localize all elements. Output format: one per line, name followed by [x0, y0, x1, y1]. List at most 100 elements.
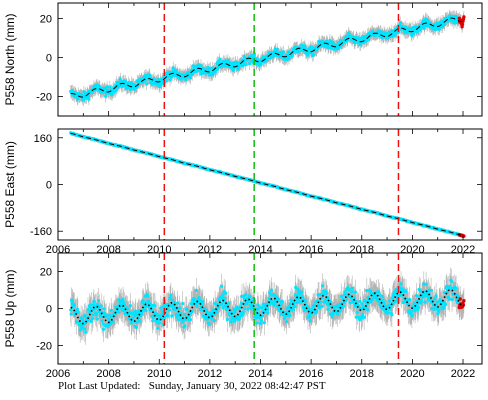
- observation-point: [179, 311, 183, 316]
- observation-point: [421, 295, 425, 299]
- y-axis-label-east: P558 East (mm): [3, 141, 17, 228]
- observation-point: [168, 78, 172, 82]
- observation-point: [205, 317, 209, 321]
- observation-point: [418, 28, 422, 32]
- observation-point: [194, 288, 198, 292]
- y-axis-label-up: P558 Up (mm): [3, 269, 17, 347]
- observation-point: [164, 79, 168, 83]
- observation-point: [394, 299, 398, 303]
- observation-point: [303, 299, 307, 303]
- observation-point: [434, 303, 439, 307]
- footer-prefix: Plot Last Updated:: [58, 380, 141, 392]
- observation-point: [104, 314, 108, 318]
- observation-point: [229, 320, 233, 324]
- observation-point: [275, 47, 279, 51]
- observation-point: [233, 319, 237, 323]
- observation-point: [437, 308, 441, 312]
- observation-point: [336, 312, 340, 316]
- panel-up: 2006 2008 2010 2012 2014 2016 2018 2020 2022 -20 0…: [3, 252, 483, 380]
- observation-point: [95, 302, 100, 307]
- observation-point: [104, 94, 108, 98]
- observation-point: [284, 314, 288, 318]
- observation-point: [395, 297, 399, 301]
- observation-point: [91, 313, 95, 317]
- observation-point: [223, 296, 227, 300]
- observation-point: [366, 295, 370, 299]
- observation-point: [143, 305, 147, 309]
- plot-frame-north: [57, 2, 483, 117]
- observation-point: [137, 319, 142, 323]
- observation-point: [227, 301, 231, 305]
- observation-point: [117, 84, 121, 88]
- x-tick-label: 2006: [46, 368, 70, 380]
- observation-point: [239, 301, 244, 305]
- observation-point: [419, 289, 423, 293]
- observation-point: [347, 287, 351, 292]
- observation-point: [233, 310, 237, 314]
- observation-point: [354, 300, 358, 304]
- observation-point: [146, 294, 150, 298]
- observation-point: [321, 284, 325, 288]
- observation-point: [381, 298, 385, 302]
- observation-point: [209, 311, 214, 315]
- observation-point: [321, 289, 326, 293]
- observation-point: [220, 301, 224, 305]
- observation-point: [185, 307, 189, 312]
- observation-point: [89, 319, 93, 324]
- observation-point: [366, 308, 370, 312]
- observation-point: [144, 308, 148, 313]
- observation-point: [166, 314, 170, 318]
- observation-point: [350, 290, 354, 294]
- observation-point: [87, 97, 91, 101]
- observation-point: [83, 313, 87, 317]
- observation-point: [176, 301, 180, 305]
- observation-point: [394, 287, 398, 291]
- observation-point: [273, 293, 277, 297]
- observation-point: [135, 320, 139, 324]
- observation-point: [410, 314, 414, 318]
- observation-point: [390, 296, 394, 300]
- observation-point: [307, 307, 311, 311]
- panel-east: 2006 2008 2010 2012 2014 2016 2018 2020 2022-160…: [3, 128, 483, 256]
- observation-point: [352, 35, 356, 39]
- observation-point: [320, 304, 324, 308]
- observation-point: [159, 306, 163, 310]
- observation-point: [174, 68, 178, 72]
- observation-point: [76, 311, 80, 315]
- observation-point: [201, 300, 205, 304]
- observation-point: [266, 311, 270, 315]
- observation-point: [211, 72, 215, 76]
- observation-point: [419, 299, 424, 303]
- observation-point: [169, 293, 173, 297]
- observation-point: [378, 293, 382, 297]
- observation-point: [70, 299, 75, 304]
- observation-point: [126, 307, 130, 311]
- observation-point: [361, 312, 365, 316]
- observation-point: [268, 302, 272, 306]
- observation-point: [248, 295, 252, 299]
- observation-point: [140, 313, 144, 317]
- observation-point: [181, 302, 185, 306]
- observation-point: [296, 287, 300, 291]
- observation-point: [331, 312, 335, 317]
- observation-point: [105, 85, 109, 89]
- observation-point: [272, 303, 276, 307]
- y-tick-label: 160: [34, 133, 52, 145]
- y-tick-label: 20: [40, 267, 52, 279]
- observation-point: [170, 314, 174, 318]
- observation-point: [147, 73, 152, 77]
- observation-point: [161, 304, 165, 308]
- observation-point: [342, 293, 347, 297]
- observation-point: [433, 297, 437, 301]
- observation-point: [101, 327, 106, 331]
- observation-point: [292, 300, 296, 304]
- observation-point: [69, 308, 73, 312]
- observation-point: [429, 288, 433, 292]
- observation-point: [218, 57, 222, 62]
- observation-point: [353, 290, 357, 294]
- x-tick-label: 2016: [299, 368, 323, 380]
- observation-point: [136, 313, 140, 317]
- observation-point: [69, 312, 73, 316]
- observation-point: [100, 319, 104, 323]
- observation-point: [318, 300, 322, 304]
